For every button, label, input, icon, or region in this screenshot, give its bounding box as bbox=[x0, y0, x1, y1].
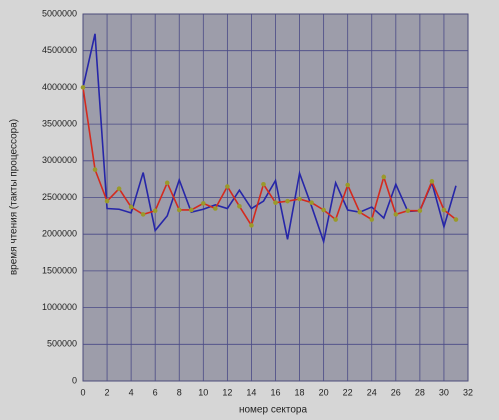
y-tick-label: 1500000 bbox=[42, 265, 77, 275]
data-point bbox=[381, 174, 387, 180]
x-tick-label: 28 bbox=[415, 387, 425, 397]
y-axis-label: время чтения (такты процессора) bbox=[9, 119, 20, 275]
data-point bbox=[140, 212, 146, 217]
data-point bbox=[80, 85, 86, 90]
x-tick-label: 24 bbox=[367, 387, 377, 397]
data-point bbox=[393, 212, 399, 217]
data-point bbox=[104, 198, 110, 204]
data-point bbox=[225, 184, 230, 189]
y-tick-label: 1000000 bbox=[42, 302, 77, 312]
data-point bbox=[249, 223, 254, 228]
y-tick-label: 2500000 bbox=[42, 192, 77, 202]
series-line bbox=[82, 33, 457, 245]
data-point bbox=[128, 204, 134, 210]
y-tick-label: 4500000 bbox=[42, 45, 77, 55]
data-point bbox=[345, 182, 350, 188]
data-point bbox=[309, 200, 314, 205]
data-point bbox=[429, 179, 435, 184]
y-tick-label: 5000000 bbox=[42, 8, 77, 18]
data-point bbox=[441, 207, 447, 213]
data-point bbox=[357, 209, 363, 215]
x-tick-label: 18 bbox=[295, 387, 305, 397]
data-point bbox=[453, 217, 459, 222]
data-point bbox=[405, 208, 411, 214]
x-tick-label: 30 bbox=[439, 387, 449, 397]
x-tick-label: 4 bbox=[129, 387, 134, 397]
data-point bbox=[273, 200, 278, 205]
x-tick-label: 2 bbox=[105, 387, 110, 397]
y-tick-label: 4000000 bbox=[42, 82, 77, 92]
data-point bbox=[116, 186, 122, 191]
data-point bbox=[176, 207, 182, 213]
data-point bbox=[297, 196, 302, 202]
x-tick-label: 22 bbox=[343, 387, 353, 397]
y-tick-label: 3500000 bbox=[42, 118, 77, 128]
data-point bbox=[188, 207, 194, 213]
x-tick-label: 10 bbox=[198, 387, 208, 397]
data-point bbox=[285, 198, 290, 204]
data-point bbox=[237, 204, 242, 209]
y-tick-label: 2000000 bbox=[42, 229, 77, 239]
y-tick-label: 0 bbox=[72, 375, 77, 385]
x-tick-label: 32 bbox=[463, 387, 473, 397]
data-point bbox=[333, 217, 338, 222]
y-tick-label: 3000000 bbox=[42, 155, 77, 165]
data-point bbox=[152, 208, 158, 214]
x-tick-label: 0 bbox=[80, 387, 85, 397]
data-point bbox=[417, 208, 423, 214]
data-point bbox=[213, 206, 218, 211]
x-tick-label: 8 bbox=[177, 387, 182, 397]
data-point bbox=[164, 180, 170, 186]
x-tick-label: 12 bbox=[222, 387, 232, 397]
data-point bbox=[321, 207, 326, 213]
x-tick-label: 6 bbox=[153, 387, 158, 397]
x-tick-label: 26 bbox=[391, 387, 401, 397]
data-point bbox=[201, 201, 206, 206]
x-tick-label: 14 bbox=[246, 387, 256, 397]
x-tick-label: 20 bbox=[319, 387, 329, 397]
y-tick-label: 500000 bbox=[47, 339, 77, 349]
data-point bbox=[92, 167, 98, 172]
x-tick-label: 16 bbox=[270, 387, 280, 397]
x-axis-label: номер сектора bbox=[239, 405, 308, 416]
data-point bbox=[261, 181, 266, 187]
data-point bbox=[369, 217, 375, 222]
